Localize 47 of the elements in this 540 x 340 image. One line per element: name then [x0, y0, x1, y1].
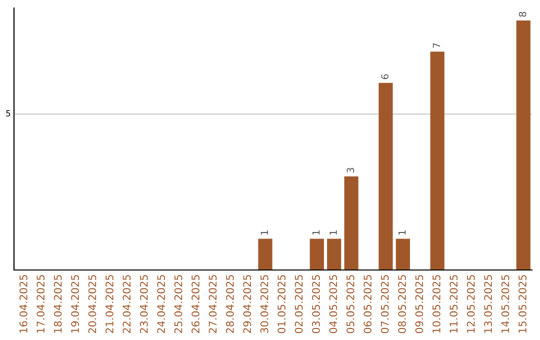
x-tick-label: 15.05.2025 — [518, 275, 526, 333]
data-label: 1 — [260, 230, 268, 235]
x-tick-label: 01.05.2025 — [278, 275, 286, 334]
x-tick-label: 09.05.2025 — [415, 275, 424, 334]
data-label: 1 — [312, 230, 320, 235]
bar — [430, 52, 444, 270]
data-label: 1 — [330, 230, 337, 235]
data-label: 8 — [518, 12, 526, 17]
x-tick-label: 27.04.2025 — [208, 275, 217, 334]
data-label: 1 — [398, 230, 406, 235]
x-tick-label: 16.04.2025 — [19, 275, 28, 333]
x-tick-label: 08.05.2025 — [398, 275, 406, 334]
bar — [258, 238, 272, 270]
data-label: 7 — [432, 43, 440, 48]
bar — [516, 20, 530, 270]
x-tick-label: 11.05.2025 — [450, 275, 458, 333]
bar — [378, 82, 393, 270]
x-tick-label: 19.04.2025 — [71, 275, 79, 333]
x-tick-label: 06.05.2025 — [364, 275, 372, 334]
bar — [396, 238, 410, 270]
x-tick-label: 24.04.2025 — [157, 275, 166, 334]
x-tick-label: 21.04.2025 — [106, 275, 114, 334]
x-tick-label: 10.05.2025 — [432, 275, 440, 333]
x-tick-label: 29.04.2025 — [243, 275, 252, 334]
x-tick-label: 20.04.2025 — [88, 275, 96, 334]
bar — [344, 176, 358, 270]
x-tick-label: 04.05.2025 — [329, 275, 338, 334]
x-tick-label: 17.04.2025 — [36, 275, 45, 333]
x-tick-label: 13.05.2025 — [484, 275, 492, 333]
x-tick-label: 23.04.2025 — [140, 275, 148, 334]
bar — [310, 238, 324, 270]
data-label: 3 — [346, 168, 354, 173]
x-tick-label: 18.04.2025 — [54, 275, 62, 333]
x-tick-label: 28.04.2025 — [226, 275, 234, 334]
data-label: 6 — [381, 74, 389, 80]
x-tick-label: 26.04.2025 — [192, 275, 200, 334]
ref-line-label: 5 — [6, 110, 10, 116]
x-tick-label: 02.05.2025 — [294, 275, 303, 334]
x-tick-label: 12.05.2025 — [466, 275, 475, 333]
bar — [327, 238, 342, 270]
x-tick-label: 30.04.2025 — [260, 275, 268, 334]
x-tick-label: 05.05.2025 — [346, 275, 354, 334]
x-tick-label: 22.04.2025 — [122, 275, 131, 334]
x-tick-label: 14.05.2025 — [501, 275, 510, 333]
x-tick-label: 03.05.2025 — [312, 275, 320, 334]
x-tick-label: 25.04.2025 — [174, 275, 182, 334]
x-tick-label: 07.05.2025 — [380, 275, 389, 334]
